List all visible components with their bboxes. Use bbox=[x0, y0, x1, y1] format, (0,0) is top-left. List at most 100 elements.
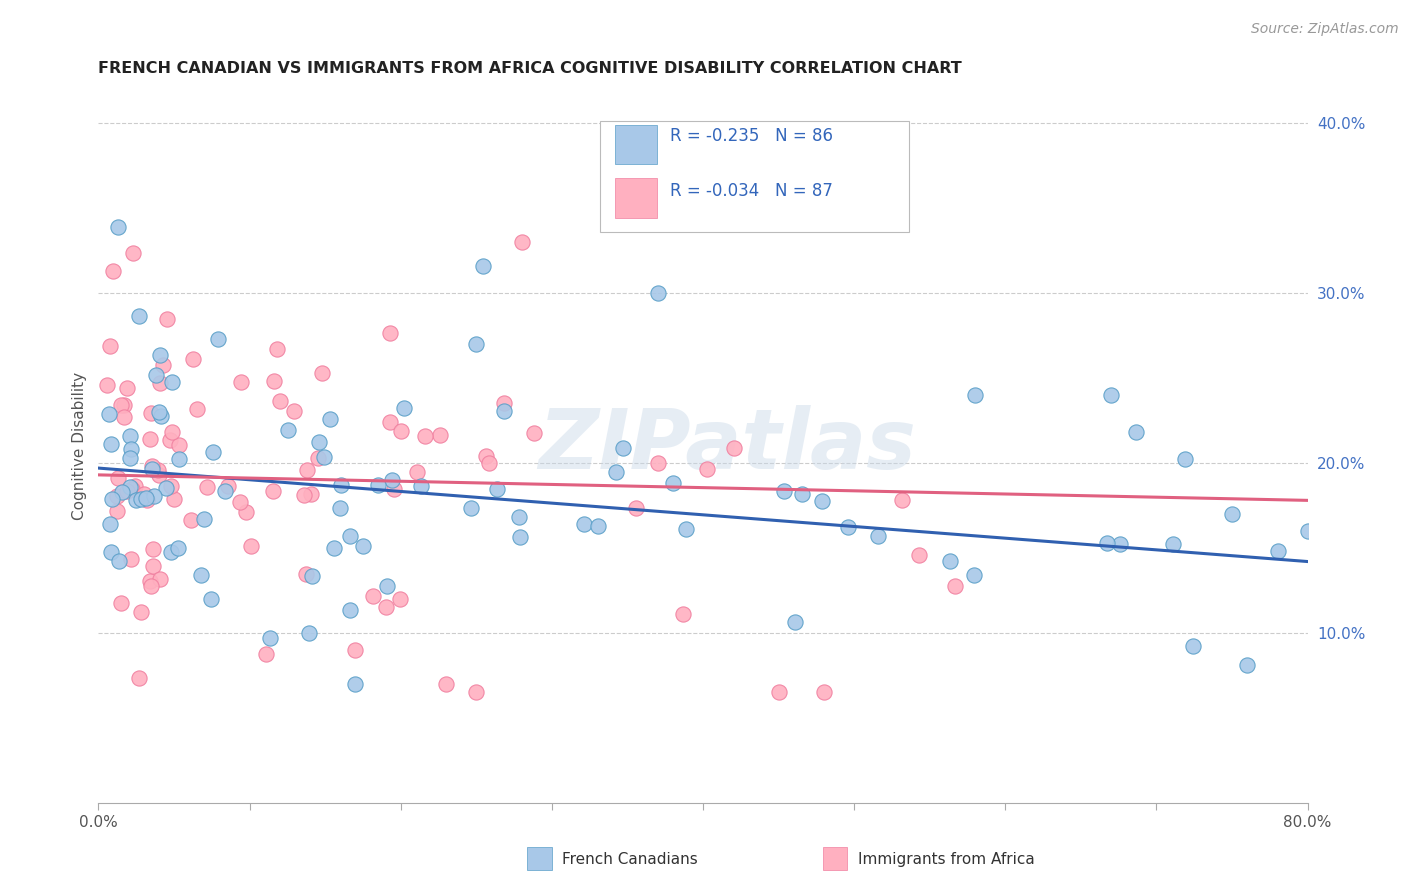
Point bbox=[292, 487, 315, 501]
Point bbox=[98, 516, 121, 531]
Point bbox=[128, 671, 150, 685]
Point bbox=[180, 513, 202, 527]
Point bbox=[155, 481, 177, 495]
Point bbox=[523, 425, 546, 440]
Point bbox=[262, 483, 284, 498]
Point bbox=[129, 492, 152, 507]
Point bbox=[478, 456, 501, 470]
Point bbox=[647, 286, 669, 301]
Point bbox=[572, 517, 595, 532]
Text: R = -0.034   N = 87: R = -0.034 N = 87 bbox=[671, 182, 834, 200]
Point bbox=[908, 548, 931, 562]
Point bbox=[1174, 452, 1197, 467]
Point bbox=[139, 406, 162, 420]
Point bbox=[162, 425, 184, 439]
Point bbox=[367, 478, 389, 492]
Point bbox=[1296, 524, 1319, 538]
Point bbox=[120, 551, 142, 566]
Point bbox=[381, 473, 404, 487]
Point bbox=[943, 579, 966, 593]
Point bbox=[120, 442, 142, 456]
Point bbox=[344, 677, 367, 691]
Point bbox=[471, 259, 494, 273]
Point bbox=[149, 572, 172, 586]
Point bbox=[298, 625, 321, 640]
Point bbox=[229, 495, 252, 509]
Point bbox=[494, 404, 516, 418]
Point bbox=[186, 402, 208, 417]
Point bbox=[240, 539, 263, 553]
Point bbox=[195, 480, 218, 494]
Bar bbox=[614, 178, 657, 218]
Point bbox=[115, 381, 138, 395]
Point bbox=[307, 451, 329, 466]
Point bbox=[773, 483, 796, 498]
Point bbox=[142, 559, 165, 574]
Point bbox=[377, 579, 399, 593]
Point bbox=[110, 398, 132, 412]
Point bbox=[111, 485, 134, 500]
Point bbox=[352, 539, 374, 553]
Point bbox=[330, 478, 353, 492]
Point bbox=[112, 398, 135, 412]
Point bbox=[159, 479, 181, 493]
Point bbox=[139, 432, 162, 446]
Point bbox=[465, 337, 488, 351]
Point bbox=[380, 326, 402, 340]
Point bbox=[392, 401, 415, 415]
Point bbox=[149, 409, 172, 424]
Point bbox=[214, 483, 236, 498]
Point bbox=[965, 388, 987, 402]
Point bbox=[277, 424, 299, 438]
Point bbox=[790, 487, 813, 501]
Text: Source: ZipAtlas.com: Source: ZipAtlas.com bbox=[1251, 22, 1399, 37]
Point bbox=[129, 605, 152, 619]
Point bbox=[142, 542, 165, 557]
Point bbox=[361, 590, 384, 604]
Text: R = -0.235   N = 86: R = -0.235 N = 86 bbox=[671, 127, 834, 145]
Point bbox=[141, 459, 163, 474]
Point bbox=[167, 451, 190, 466]
Point bbox=[295, 463, 318, 477]
Point bbox=[231, 375, 253, 389]
Point bbox=[382, 483, 405, 497]
Point bbox=[492, 396, 515, 410]
Point bbox=[868, 529, 890, 543]
Point bbox=[312, 450, 335, 465]
Point bbox=[675, 522, 697, 536]
Point bbox=[510, 235, 533, 249]
Point bbox=[254, 648, 277, 662]
Point bbox=[1125, 425, 1147, 440]
Point bbox=[415, 428, 437, 442]
Point bbox=[259, 631, 281, 645]
Point bbox=[411, 479, 433, 493]
Point bbox=[124, 479, 146, 493]
Point bbox=[149, 348, 172, 362]
Point bbox=[1097, 536, 1119, 550]
Point bbox=[263, 374, 285, 388]
Point bbox=[301, 569, 323, 583]
Point bbox=[429, 427, 451, 442]
Point bbox=[159, 434, 181, 448]
Point bbox=[200, 592, 222, 607]
Point bbox=[125, 493, 148, 508]
Point bbox=[121, 482, 143, 496]
Point bbox=[148, 463, 170, 477]
Point bbox=[339, 603, 361, 617]
Point bbox=[295, 567, 318, 582]
Point bbox=[626, 500, 648, 515]
Point bbox=[105, 504, 128, 518]
Point bbox=[149, 376, 172, 390]
Point bbox=[110, 596, 132, 610]
Point bbox=[322, 541, 344, 555]
Point bbox=[169, 437, 191, 451]
Point bbox=[605, 466, 627, 480]
Point bbox=[101, 264, 124, 278]
Point bbox=[235, 506, 257, 520]
Point bbox=[193, 511, 215, 525]
Point bbox=[299, 487, 322, 501]
Point bbox=[837, 520, 859, 534]
Point bbox=[98, 339, 121, 353]
Point bbox=[374, 600, 396, 615]
Point bbox=[405, 465, 427, 479]
